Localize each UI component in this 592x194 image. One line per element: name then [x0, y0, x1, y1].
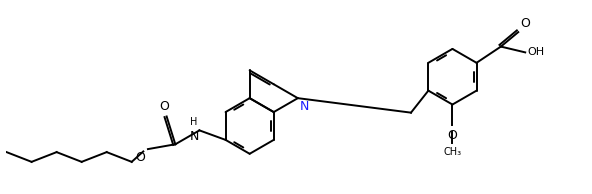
- Text: CH₃: CH₃: [443, 147, 462, 157]
- Text: O: O: [135, 152, 145, 165]
- Text: N: N: [300, 100, 309, 113]
- Text: O: O: [448, 129, 458, 142]
- Text: O: O: [159, 100, 169, 113]
- Text: O: O: [520, 17, 530, 30]
- Text: H: H: [190, 117, 198, 127]
- Text: N: N: [189, 130, 199, 143]
- Text: OH: OH: [527, 47, 544, 57]
